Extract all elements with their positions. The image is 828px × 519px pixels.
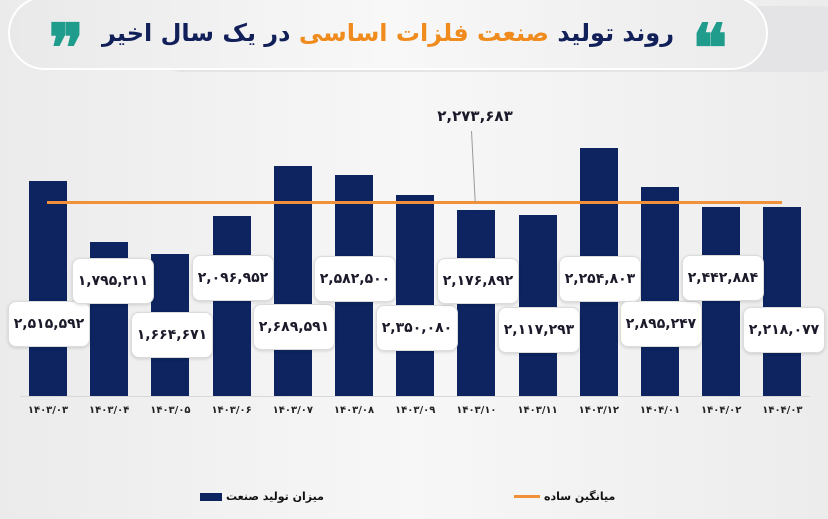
data-label: ۲,۱۷۶,۸۹۲ — [437, 258, 519, 304]
x-tick-label: ۱۴۰۳/۰۶ — [211, 405, 252, 416]
x-axis-baseline — [20, 396, 810, 397]
legend-item-production: میزان تولید صنعت — [200, 490, 324, 503]
title-highlight: صنعت فلزات اساسی — [298, 19, 549, 47]
average-line — [47, 201, 782, 204]
data-label: ۲,۵۱۵,۵۹۲ — [8, 301, 90, 347]
title-part2: در یک سال اخیر — [101, 19, 291, 47]
data-label: ۱,۶۶۴,۶۷۱ — [131, 312, 213, 358]
bar — [212, 216, 251, 396]
legend-swatch-line — [514, 495, 540, 498]
bar — [641, 187, 679, 396]
legend-label-production: میزان تولید صنعت — [226, 490, 324, 503]
x-tick-label: ۱۴۰۴/۰۱ — [639, 405, 681, 416]
data-label: ۲,۳۵۰,۰۸۰ — [376, 305, 458, 351]
x-tick-label: ۱۴۰۳/۱۱ — [517, 405, 558, 416]
title-part1: روند تولید — [557, 19, 675, 47]
bar — [763, 207, 802, 396]
data-label: ۲,۱۱۷,۲۹۳ — [498, 307, 580, 353]
average-value-label: ۲,۲۷۳,۶۸۳ — [437, 107, 513, 125]
x-tick-label: ۱۴۰۳/۰۷ — [272, 405, 313, 416]
data-label: ۲,۲۵۴,۸۰۳ — [559, 256, 641, 302]
header-banner: ❝ روند تولید صنعت فلزات اساسی در یک سال … — [8, 0, 768, 81]
average-leader-line — [471, 130, 476, 202]
bar — [518, 215, 557, 396]
bar — [702, 207, 741, 396]
legend-item-average: میانگین ساده — [514, 490, 615, 503]
data-label: ۲,۸۹۵,۲۴۷ — [620, 301, 702, 347]
legend-label-average: میانگین ساده — [544, 490, 616, 503]
data-label: ۲,۶۸۹,۵۹۱ — [253, 304, 335, 350]
x-tick-label: ۱۴۰۴/۰۳ — [762, 405, 803, 416]
data-label: ۲,۴۴۲,۸۸۴ — [682, 255, 764, 301]
x-tick-label: ۱۴۰۳/۰۸ — [333, 405, 375, 416]
x-tick-label: ۱۴۰۳/۰۴ — [89, 405, 130, 416]
x-tick-label: ۱۴۰۳/۰۵ — [150, 405, 191, 416]
legend-swatch-bar — [200, 492, 222, 501]
bar — [396, 195, 435, 396]
x-tick-label: ۱۴۰۳/۰۹ — [395, 405, 436, 416]
x-tick-label: ۱۴۰۳/۱۲ — [578, 405, 619, 416]
data-label: ۲,۵۸۲,۵۰۰ — [314, 256, 396, 302]
bar — [273, 166, 312, 396]
data-label: ۲,۲۱۸,۰۷۷ — [743, 307, 825, 353]
x-tick-label: ۱۴۰۳/۰۳ — [27, 405, 69, 416]
data-label: ۱,۷۹۵,۲۱۱ — [72, 258, 154, 304]
x-tick-label: ۱۴۰۴/۰۲ — [701, 405, 742, 416]
bar — [29, 181, 67, 396]
x-tick-label: ۱۴۰۳/۱۰ — [456, 405, 497, 416]
page-title: روند تولید صنعت فلزات اساسی در یک سال اخ… — [102, 19, 674, 47]
data-label: ۲,۰۹۶,۹۵۲ — [192, 255, 274, 301]
